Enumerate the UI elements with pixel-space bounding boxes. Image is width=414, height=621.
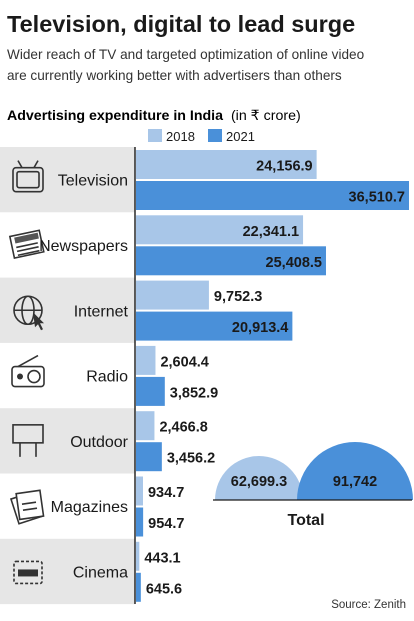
newspaper-icon <box>8 229 45 260</box>
category-label: Outdoor <box>70 434 128 451</box>
category-label: Internet <box>74 303 129 320</box>
radio-icon <box>11 354 45 388</box>
bars <box>136 150 409 602</box>
category-label: Magazines <box>51 499 128 516</box>
totals-graphic: 62,699.3 91,742 Total <box>213 442 413 529</box>
bar-television-2021 <box>136 181 409 210</box>
total-dome-2021 <box>297 442 413 500</box>
category-icons <box>8 160 45 585</box>
bar-internet-2018 <box>136 280 209 310</box>
total-value-2021: 91,742 <box>333 474 377 490</box>
chart-subtitle-line-1: Wider reach of TV and targeted optimizat… <box>7 47 364 62</box>
category-label: Radio <box>86 369 128 386</box>
legend-label-2018: 2018 <box>166 129 195 144</box>
value-label-cinema-2021: 645.6 <box>146 581 182 597</box>
tv-icon <box>12 160 44 193</box>
bar-cinema-2021 <box>136 572 141 602</box>
bar-radio-2021 <box>136 376 165 406</box>
chart-heading-unit: (in ₹ crore) <box>231 108 301 124</box>
value-label-television-2021: 36,510.7 <box>349 190 405 206</box>
totals-label: Total <box>287 512 324 529</box>
chart-subtitle-line-2: are currently working better with advert… <box>7 68 342 83</box>
category-label: Cinema <box>73 564 128 581</box>
bar-internet-2021 <box>136 311 293 341</box>
value-label-television-2018: 24,156.9 <box>256 159 312 175</box>
total-dome-2018 <box>215 456 303 500</box>
bar-magazines-2018 <box>136 476 143 506</box>
legend-swatch-2021 <box>208 129 222 142</box>
bar-newspapers-2018 <box>136 215 304 245</box>
value-label-magazines-2018: 934.7 <box>148 485 184 501</box>
value-label-radio-2021: 3,852.9 <box>170 385 218 401</box>
value-label-newspapers-2018: 22,341.1 <box>243 224 299 240</box>
category-label: Television <box>58 173 128 190</box>
bar-radio-2018 <box>136 345 156 375</box>
chart-heading: Advertising expenditure in India (in ₹ c… <box>7 108 301 124</box>
value-label-radio-2018: 2,604.4 <box>160 354 208 370</box>
bar-newspapers-2021 <box>136 246 326 276</box>
cinema-ticket-icon <box>13 560 43 585</box>
category-label: Newspapers <box>39 238 128 255</box>
value-label-internet-2021: 20,913.4 <box>232 320 288 336</box>
row-band <box>0 408 135 474</box>
billboard-icon <box>12 424 44 457</box>
bar-outdoor-2018 <box>136 411 155 441</box>
chart-heading-main: Advertising expenditure in India <box>7 108 223 124</box>
category-labels: Television Newspapers Internet Radio Outdoor… <box>39 173 129 582</box>
magazine-icon <box>9 489 45 525</box>
bar-outdoor-2021 <box>136 442 162 472</box>
legend-label-2021: 2021 <box>226 129 255 144</box>
value-labels: 24,156.9 36,510.7 22,341.1 25,408.5 9,752.3 2… <box>144 159 405 598</box>
value-label-outdoor-2021: 3,456.2 <box>167 451 215 467</box>
bar-magazines-2021 <box>136 507 144 537</box>
row-band <box>0 147 135 213</box>
value-label-outdoor-2018: 2,466.8 <box>159 420 207 436</box>
total-value-2018: 62,699.3 <box>231 474 287 490</box>
chart-title: Television, digital to lead surge <box>7 11 355 37</box>
legend-swatch-2018 <box>148 129 162 142</box>
value-label-cinema-2018: 443.1 <box>144 550 180 566</box>
value-label-magazines-2021: 954.7 <box>148 516 184 532</box>
row-bands <box>0 147 135 605</box>
value-label-internet-2018: 9,752.3 <box>214 289 262 305</box>
value-label-newspapers-2021: 25,408.5 <box>266 255 322 271</box>
bar-cinema-2018 <box>136 541 140 571</box>
source-note: Source: Zenith <box>331 599 406 611</box>
bar-television-2018 <box>136 150 317 179</box>
internet-icon <box>13 295 44 331</box>
